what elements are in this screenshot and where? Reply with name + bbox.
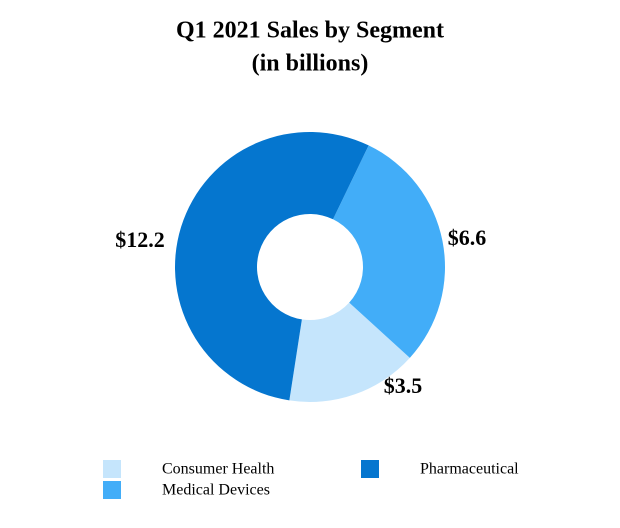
- legend-label: Medical Devices: [162, 482, 270, 499]
- donut-segment: [289, 302, 410, 402]
- value-label: $12.2: [115, 227, 165, 252]
- donut-segment: [174, 131, 369, 401]
- legend-swatch: [103, 460, 121, 478]
- legend-swatch: [103, 481, 121, 499]
- legend-label: Pharmaceutical: [420, 461, 519, 478]
- value-label: $6.6: [448, 225, 487, 250]
- legend-swatch: [361, 460, 379, 478]
- value-label: $3.5: [384, 373, 423, 398]
- legend-label: Consumer Health: [162, 461, 274, 478]
- donut-segment: [333, 145, 445, 358]
- chart-subtitle: (in billions): [252, 51, 369, 77]
- chart-title: Q1 2021 Sales by Segment: [176, 18, 444, 44]
